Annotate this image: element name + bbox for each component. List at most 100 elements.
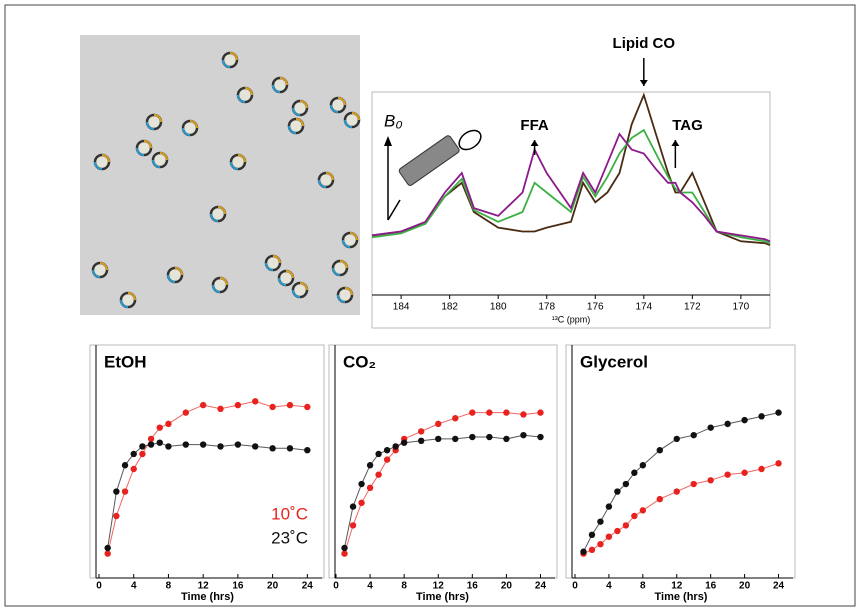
x-axis-label: Time (hrs)	[181, 591, 234, 603]
cell-edge	[292, 289, 301, 298]
data-point	[758, 413, 765, 420]
cell-edge	[152, 159, 161, 168]
data-point	[349, 503, 357, 510]
data-point	[400, 439, 408, 446]
x-tick-label: 16	[467, 581, 479, 592]
x-tick-label: 170	[733, 302, 750, 313]
data-point	[580, 548, 587, 555]
cell-edge	[217, 206, 226, 215]
data-point	[113, 512, 120, 520]
annotation: Lipid CO	[613, 35, 676, 52]
x-tick-label: 20	[267, 581, 279, 592]
cell-edge	[167, 274, 176, 283]
data-point	[418, 428, 425, 435]
cell-edge	[349, 232, 358, 241]
cell-edge	[299, 100, 308, 109]
data-point	[182, 441, 189, 448]
data-point	[588, 531, 596, 538]
data-point	[341, 544, 348, 552]
data-point	[537, 409, 544, 416]
cell-edge	[159, 152, 168, 161]
x-tick-label: 16	[705, 581, 717, 592]
data-point	[199, 441, 207, 448]
cell-edge	[272, 84, 281, 93]
x-tick-label: 176	[587, 302, 604, 313]
x-tick-label: 8	[401, 581, 407, 592]
x-tick-label: 20	[501, 581, 513, 592]
cell-edge	[325, 172, 334, 181]
data-point	[234, 401, 242, 409]
data-point	[156, 439, 163, 446]
cell-edge	[94, 161, 103, 170]
data-point	[199, 401, 207, 409]
spectrum-line	[371, 132, 771, 243]
cell-edge	[229, 52, 238, 61]
data-point	[286, 445, 294, 452]
data-point	[469, 409, 476, 416]
micrograph	[80, 35, 361, 315]
cell-edge	[279, 77, 288, 86]
data-point	[452, 435, 459, 443]
data-point	[375, 471, 382, 478]
data-point	[690, 480, 697, 488]
cell-edge	[292, 107, 301, 116]
data-point	[252, 443, 259, 450]
data-point	[165, 443, 172, 450]
cell-edge	[318, 179, 327, 188]
cell-edge	[92, 269, 101, 278]
fit-line	[107, 400, 308, 554]
annotation: B₀	[384, 111, 403, 130]
data-point	[673, 435, 680, 443]
annotation: TAG	[672, 117, 703, 134]
data-point	[622, 522, 630, 529]
arrow-head	[639, 80, 648, 86]
data-point	[234, 441, 242, 448]
spectrum-line	[371, 92, 771, 247]
data-point	[147, 441, 155, 448]
x-tick-label: 172	[684, 302, 701, 313]
data-point	[775, 409, 782, 416]
data-point	[165, 420, 172, 428]
x-tick-label: 4	[367, 581, 373, 592]
cell-edge	[295, 118, 304, 127]
data-point	[605, 533, 613, 540]
data-point	[605, 503, 613, 510]
data-point	[139, 450, 146, 458]
x-tick-label: 0	[333, 581, 339, 592]
cell-edge	[99, 262, 108, 271]
x-tick-label: 182	[441, 302, 458, 313]
fit-line	[344, 412, 541, 554]
x-tick-label: 16	[232, 581, 244, 592]
cell-edge	[299, 282, 308, 291]
data-point	[614, 527, 621, 535]
cell-edge	[136, 147, 145, 156]
cell-edge	[146, 121, 155, 130]
cell-edge	[210, 213, 219, 222]
cell-edge	[272, 255, 281, 264]
data-point	[469, 433, 476, 441]
data-point	[418, 437, 425, 444]
arrow-head	[530, 140, 539, 146]
data-point	[147, 435, 155, 443]
cell-edge	[285, 270, 294, 279]
cell-edge	[342, 239, 351, 248]
cell-edge	[189, 120, 198, 129]
legend-entry: 10˚C	[271, 504, 308, 523]
panel-title: EtOH	[104, 352, 147, 371]
data-point	[707, 424, 714, 431]
annotation: FFA	[520, 117, 548, 134]
x-tick-label: 0	[96, 581, 102, 592]
data-point	[392, 443, 399, 450]
cell-edge	[244, 87, 253, 96]
x-tick-label: 178	[538, 302, 555, 313]
fit-line	[583, 462, 779, 555]
data-point	[758, 465, 765, 473]
data-point	[269, 445, 276, 452]
data-point	[113, 488, 120, 495]
legend-entry: 23˚C	[271, 528, 308, 547]
data-point	[375, 450, 382, 458]
cell-edge	[127, 292, 136, 301]
data-point	[452, 415, 459, 422]
x-tick-label: 12	[671, 581, 683, 592]
